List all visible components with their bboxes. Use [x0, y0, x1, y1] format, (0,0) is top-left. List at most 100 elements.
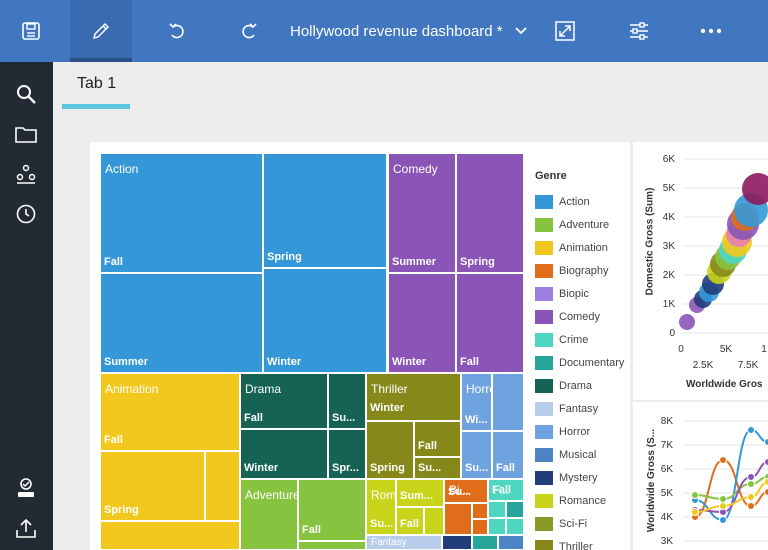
line-point — [764, 478, 768, 486]
legend-item[interactable]: Adventure — [535, 213, 635, 236]
cell-bottom-label: Sum... — [400, 490, 434, 502]
treemap-cell[interactable] — [472, 535, 498, 550]
treemap-cell[interactable]: Winter — [263, 268, 387, 373]
undo-icon[interactable] — [160, 0, 194, 62]
treemap-cell[interactable]: Spring — [366, 421, 414, 479]
legend-swatch — [535, 263, 553, 278]
cell-bottom-label: Su... — [332, 412, 356, 424]
treemap-cell[interactable]: Winter — [240, 429, 328, 479]
treemap-cell[interactable] — [472, 519, 488, 535]
treemap-cell[interactable]: Fall — [492, 431, 524, 479]
save-icon[interactable] — [14, 0, 48, 62]
treemap-cell[interactable] — [488, 518, 506, 535]
treemap-cell[interactable]: Spring — [263, 153, 387, 268]
treemap-cell[interactable] — [498, 535, 524, 550]
legend-item[interactable]: Biopic — [535, 282, 635, 305]
legend-item[interactable]: Mystery — [535, 466, 635, 489]
clock-icon[interactable] — [14, 202, 38, 226]
legend-item[interactable]: Drama — [535, 374, 635, 397]
treemap-cell[interactable]: Drama Fall — [240, 373, 328, 429]
legend-item[interactable]: Sci-Fi — [535, 512, 635, 535]
treemap-cell[interactable]: Comedy Summer — [388, 153, 456, 273]
treemap-cell[interactable] — [442, 535, 472, 550]
treemap-cell[interactable]: Spr... — [328, 429, 366, 479]
upload-icon[interactable] — [14, 516, 38, 540]
dashboard-title-dropdown[interactable]: Hollywood revenue dashboard * — [290, 0, 527, 62]
tab-1[interactable]: Tab 1 — [77, 75, 117, 92]
cell-mid-label: Winter — [370, 402, 405, 414]
legend-item[interactable]: Musical — [535, 443, 635, 466]
edit-pencil-icon[interactable] — [70, 0, 132, 62]
treemap-cell[interactable]: Romance Su... — [366, 479, 396, 535]
cell-bottom-label: Fall — [104, 256, 123, 268]
legend-item[interactable]: Action — [535, 190, 635, 213]
legend-item[interactable]: Animation — [535, 236, 635, 259]
people-icon[interactable] — [14, 162, 38, 186]
genre-legend: Genre Action Adventure Animation Biography B… — [535, 170, 635, 550]
treemap-cell[interactable] — [472, 503, 488, 519]
line-point — [764, 438, 768, 446]
legend-swatch — [535, 493, 553, 508]
treemap-cell[interactable]: Animation Fall — [100, 373, 240, 451]
treemap-cell[interactable] — [424, 507, 444, 535]
treemap-cell[interactable]: Fantasy — [366, 535, 442, 550]
treemap-cell[interactable]: Spring — [456, 153, 524, 273]
legend-label: Fantasy — [559, 402, 599, 415]
treemap-cell[interactable]: Fall — [456, 273, 524, 373]
scatter-y-tick: 0 — [669, 328, 675, 339]
legend-item[interactable]: Documentary — [535, 351, 635, 374]
redo-icon[interactable] — [232, 0, 266, 62]
line-y-axis-title: Worldwide Gross (S... — [646, 428, 657, 533]
treemap-cell[interactable] — [506, 518, 524, 535]
legend-swatch — [535, 424, 553, 439]
legend-label: Musical — [559, 448, 597, 461]
legend-item[interactable]: Fantasy — [535, 397, 635, 420]
legend-label: Romance — [559, 494, 607, 507]
legend-item[interactable]: Biography — [535, 259, 635, 282]
treemap-cell[interactable]: Summer — [100, 273, 263, 373]
treemap-cell[interactable]: Thriller Winter — [366, 373, 461, 421]
treemap-cell[interactable]: Bi... Su... — [444, 479, 488, 503]
legend-item[interactable]: Romance — [535, 489, 635, 512]
more-options-icon[interactable] — [694, 0, 728, 62]
cell-bottom-label: Winter — [267, 356, 302, 368]
treemap-cell[interactable]: Fall — [396, 507, 424, 535]
account-check-icon[interactable] — [14, 476, 38, 500]
treemap-cell[interactable]: Action Fall — [100, 153, 263, 273]
legend-item[interactable]: Thriller — [535, 535, 635, 550]
treemap-cell[interactable] — [100, 521, 240, 550]
treemap-cell[interactable]: Su... — [328, 373, 366, 429]
treemap-cell[interactable] — [488, 501, 506, 518]
legend-item[interactable]: Crime — [535, 328, 635, 351]
fullscreen-icon[interactable] — [548, 0, 582, 62]
treemap-cell[interactable]: Fall — [298, 479, 366, 541]
treemap-cell[interactable]: Su... — [414, 457, 461, 479]
legend-swatch — [535, 539, 553, 550]
line-series — [694, 481, 768, 513]
legend-swatch — [535, 194, 553, 209]
cell-bottom-label: Spring — [370, 462, 405, 474]
settings-sliders-icon[interactable] — [622, 0, 656, 62]
treemap-cell[interactable] — [298, 541, 366, 550]
legend-label: Documentary — [559, 356, 625, 369]
treemap-cell[interactable] — [506, 501, 524, 518]
legend-item[interactable]: Horror — [535, 420, 635, 443]
treemap-cell[interactable]: Spring — [100, 451, 205, 521]
search-icon[interactable] — [14, 82, 38, 106]
treemap-cell[interactable]: Horror Wi... — [461, 373, 492, 431]
treemap-cell[interactable] — [444, 503, 472, 535]
line-point — [747, 502, 755, 510]
treemap-cell[interactable]: Winter — [388, 273, 456, 373]
treemap-cell[interactable]: Sum... — [396, 479, 444, 507]
treemap-cell[interactable]: Adventure — [240, 479, 298, 550]
treemap-cell[interactable]: F... Fall — [488, 479, 524, 501]
folder-icon[interactable] — [14, 122, 38, 146]
treemap-cell[interactable]: Su... — [461, 431, 492, 479]
treemap-cell[interactable] — [205, 451, 240, 521]
line-chart-widget[interactable] — [633, 402, 768, 550]
line-series — [694, 458, 768, 518]
treemap-cell[interactable]: Fall — [414, 421, 461, 457]
legend-item[interactable]: Comedy — [535, 305, 635, 328]
treemap-cell[interactable] — [492, 373, 524, 431]
cell-bottom-label: Fall — [302, 524, 321, 536]
